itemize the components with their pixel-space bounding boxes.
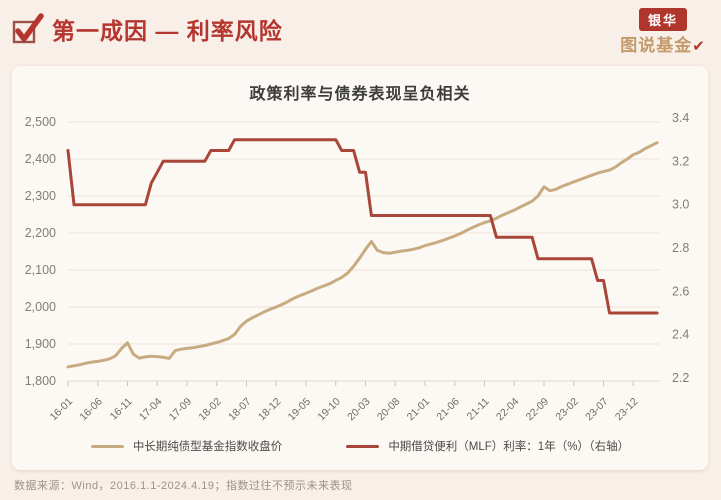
svg-text:2,000: 2,000 bbox=[25, 300, 56, 314]
svg-text:21-01: 21-01 bbox=[405, 396, 433, 424]
footer-source: 数据来源：Wind，2016.1.1-2024.4.19；指数过往不预示未来表现 bbox=[14, 480, 353, 492]
chart-title: 政策利率与债券表现呈负相关 bbox=[249, 86, 471, 103]
header: 第一成因 — 利率风险 bbox=[12, 12, 283, 46]
logo-check-icon: ✔ bbox=[692, 38, 706, 55]
svg-text:3.0: 3.0 bbox=[672, 198, 689, 212]
svg-text:17-09: 17-09 bbox=[167, 396, 195, 424]
svg-text:2,400: 2,400 bbox=[25, 152, 56, 166]
svg-text:3.4: 3.4 bbox=[672, 111, 689, 125]
legend-label-bond-index: 中长期纯债型基金指数收盘价 bbox=[132, 441, 283, 453]
svg-text:23-02: 23-02 bbox=[553, 396, 581, 424]
svg-text:2.6: 2.6 bbox=[672, 284, 689, 298]
svg-text:17-04: 17-04 bbox=[137, 396, 165, 424]
svg-text:16-11: 16-11 bbox=[108, 396, 135, 423]
checkbox-icon bbox=[12, 13, 44, 44]
legend-label-mlf-rate: 中期借贷便利（MLF）利率：1年（%）（右轴） bbox=[388, 441, 630, 453]
legend-swatch-mlf-rate bbox=[346, 444, 380, 448]
legend-item-mlf-rate: 中期借贷便利（MLF）利率：1年（%）（右轴） bbox=[346, 438, 629, 454]
page-title: 第一成因 — 利率风险 bbox=[52, 18, 283, 44]
chart-card: 政策利率与债券表现呈负相关 2,500 2,400 2,300 2,200 2,100 2… bbox=[12, 66, 708, 470]
svg-text:1,800: 1,800 bbox=[25, 374, 56, 388]
chart-legend: 中长期纯债型基金指数收盘价 中期借贷便利（MLF）利率：1年（%）（右轴） bbox=[12, 438, 708, 454]
svg-text:2,500: 2,500 bbox=[25, 115, 56, 129]
svg-text:2.2: 2.2 bbox=[672, 371, 689, 385]
logo-badge: 银华 bbox=[638, 8, 687, 31]
svg-text:16-06: 16-06 bbox=[77, 396, 105, 424]
svg-text:20-08: 20-08 bbox=[375, 396, 403, 424]
svg-text:2,200: 2,200 bbox=[25, 226, 56, 240]
brand-logo: 银华 图说基金✔ bbox=[615, 8, 711, 56]
svg-text:2,100: 2,100 bbox=[25, 263, 56, 277]
line-chart: 2,500 2,400 2,300 2,200 2,100 2,000 1,900 1,800… bbox=[25, 111, 690, 424]
svg-text:2.4: 2.4 bbox=[672, 328, 689, 342]
svg-text:2.8: 2.8 bbox=[672, 241, 689, 255]
svg-text:20-03: 20-03 bbox=[345, 396, 373, 424]
svg-text:18-02: 18-02 bbox=[196, 396, 224, 424]
svg-text:21-06: 21-06 bbox=[434, 396, 462, 424]
svg-text:23-07: 23-07 bbox=[583, 396, 611, 424]
svg-text:21-11: 21-11 bbox=[465, 396, 492, 423]
svg-text:22-09: 22-09 bbox=[524, 396, 552, 424]
legend-swatch-bond-index bbox=[90, 444, 124, 448]
svg-text:16-01: 16-01 bbox=[48, 396, 76, 424]
legend-item-bond-index: 中长期纯债型基金指数收盘价 bbox=[90, 438, 283, 454]
svg-text:18-12: 18-12 bbox=[256, 396, 284, 424]
svg-text:1,900: 1,900 bbox=[25, 337, 56, 351]
svg-text:19-05: 19-05 bbox=[286, 396, 314, 424]
svg-text:19-10: 19-10 bbox=[315, 396, 343, 424]
svg-text:18-07: 18-07 bbox=[226, 396, 254, 424]
svg-text:2,300: 2,300 bbox=[25, 189, 56, 203]
logo-text: 图说基金✔ bbox=[620, 36, 706, 55]
svg-text:22-04: 22-04 bbox=[494, 396, 522, 424]
svg-text:23-12: 23-12 bbox=[613, 396, 641, 424]
svg-text:3.2: 3.2 bbox=[672, 154, 689, 168]
